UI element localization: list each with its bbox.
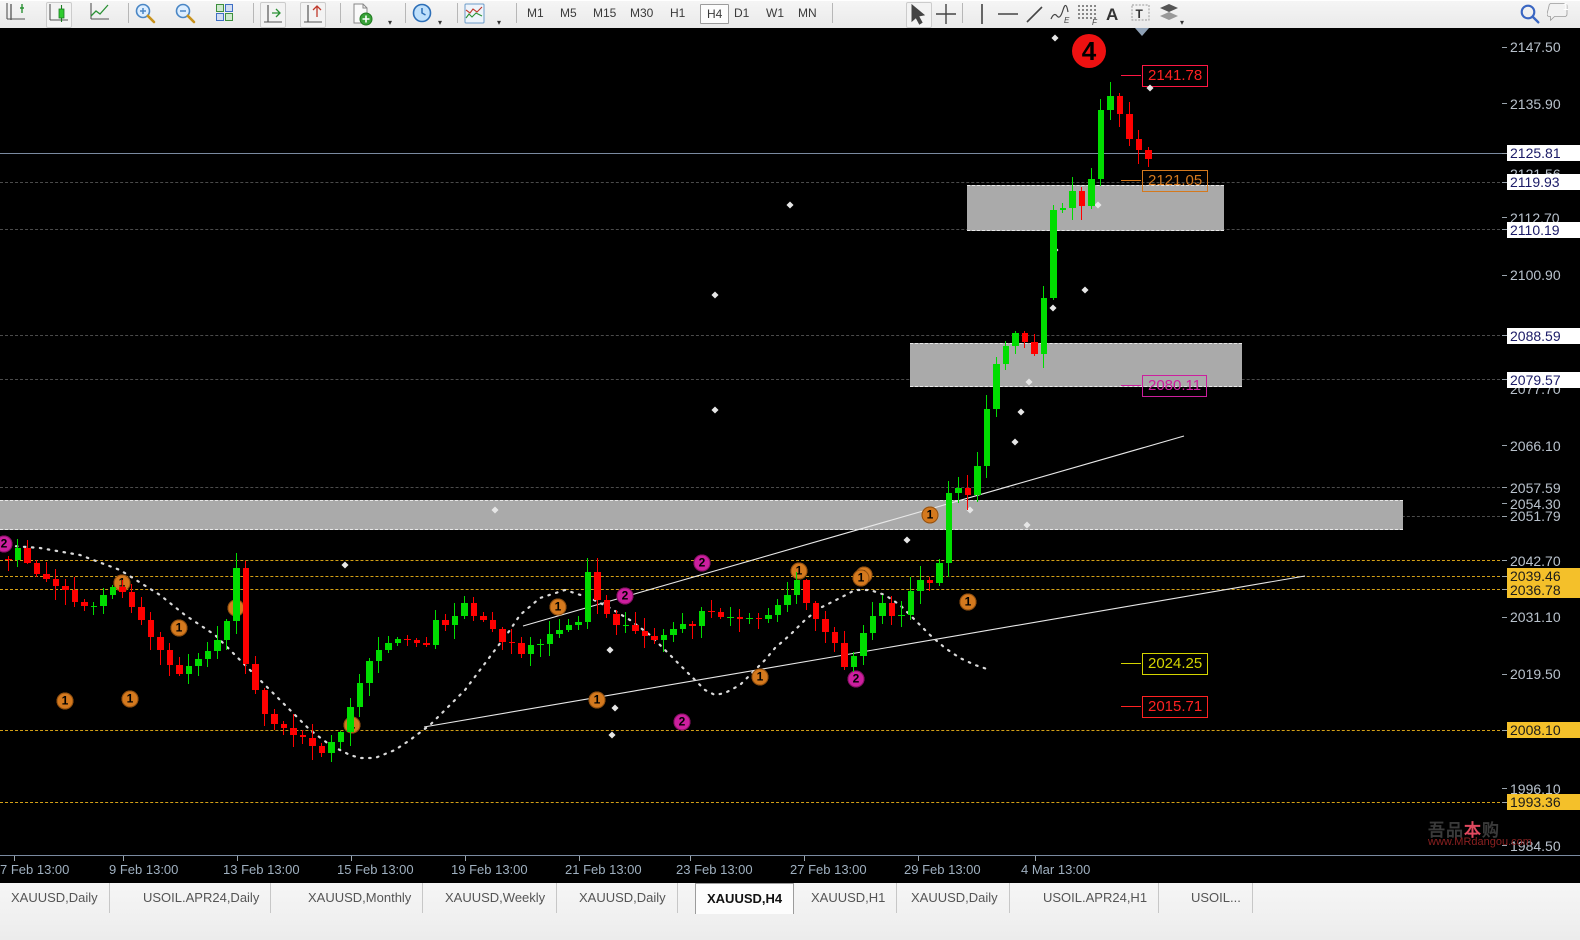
svg-text:T: T <box>1136 7 1144 21</box>
svg-text:F: F <box>1092 18 1098 26</box>
svg-text:E: E <box>1064 16 1070 25</box>
svg-text:A: A <box>1106 5 1118 24</box>
